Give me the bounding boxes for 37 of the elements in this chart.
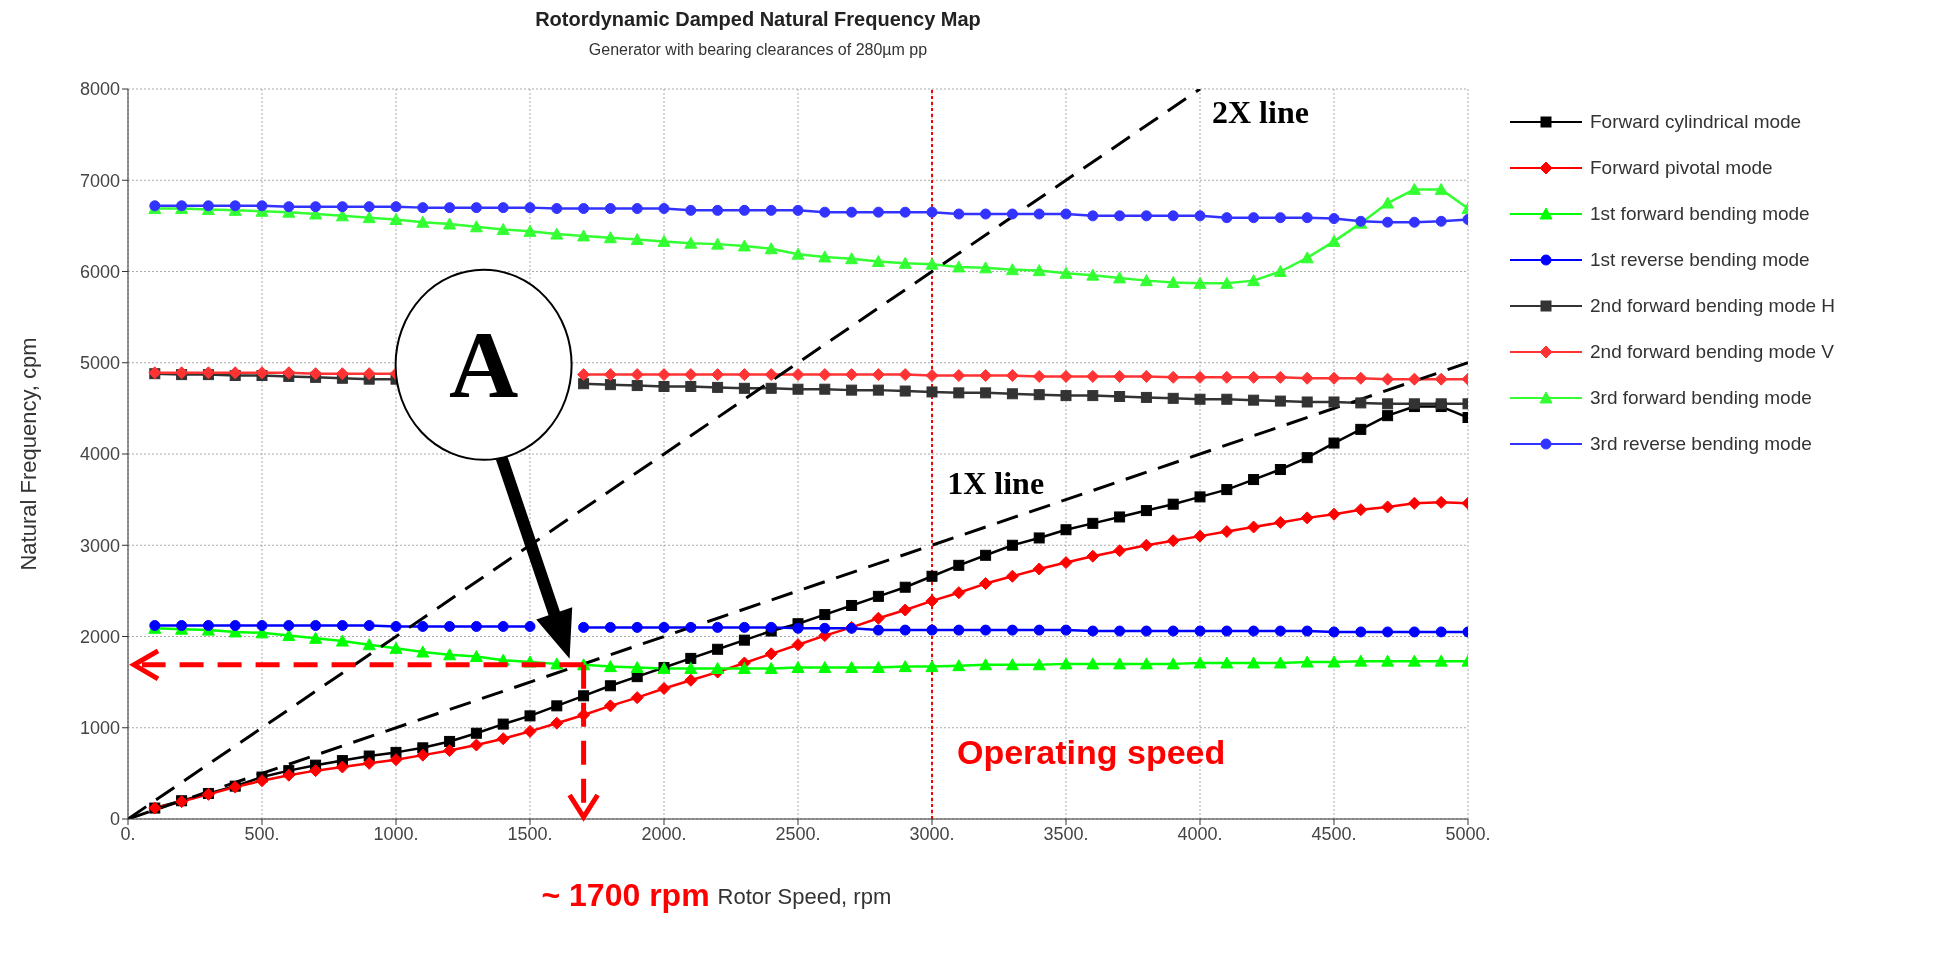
x-tick-label: 2000. [641, 823, 687, 844]
ref-line-label: Operating speed [957, 733, 1226, 772]
series-label: 2X line [1212, 94, 1309, 130]
x-tick-label: 1000. [373, 823, 419, 844]
y-tick-label: 6000 [79, 261, 120, 282]
legend-label: 2nd forward bending mode H [1590, 295, 1836, 317]
y-tick-label: 7000 [79, 170, 120, 191]
x-tick-label: 2500. [775, 823, 821, 844]
text: ~ 1700 rpm [541, 877, 710, 913]
x-tick-label: 3500. [1043, 823, 1089, 844]
legend-label: 3rd forward bending mode [1590, 387, 1812, 409]
legend-label: Forward pivotal mode [1590, 157, 1773, 179]
legend-label: 1st forward bending mode [1590, 203, 1810, 225]
x-tick-label: 4500. [1311, 823, 1357, 844]
y-tick-label: 5000 [79, 353, 120, 374]
y-tick-label: 8000 [79, 79, 120, 100]
legend-label: 3rd reverse bending mode [1590, 433, 1812, 455]
legend-label: 1st reverse bending mode [1590, 249, 1810, 271]
x-tick-label: 3000. [909, 823, 955, 844]
x-tick-label: 4000. [1177, 823, 1223, 844]
y-axis-title: Natural Frequency, cpm [15, 337, 41, 571]
x-tick-label: 5000. [1445, 823, 1491, 844]
series-label: 1X line [947, 464, 1045, 501]
y-tick-label: 0 [109, 809, 120, 830]
y-tick-label: 1000 [79, 718, 120, 739]
legend-label: Forward cylindrical mode [1590, 111, 1802, 133]
x-axis-title: Rotor Speed, rpm [717, 884, 892, 909]
x-tick-label: 500. [244, 823, 280, 844]
y-tick-label: 4000 [79, 444, 120, 465]
legend-label: 2nd forward bending mode V [1590, 341, 1834, 363]
chart-subtitle: Generator with bearing clearances of 280µm pp [587, 41, 929, 59]
x-tick-label: 0. [120, 823, 136, 844]
annotation: A [448, 310, 519, 418]
y-tick-label: 3000 [79, 535, 120, 556]
x-tick-label: 1500. [507, 823, 553, 844]
y-tick-label: 2000 [79, 626, 120, 647]
chart-title: Rotordynamic Damped Natural Frequency Map [534, 8, 982, 31]
